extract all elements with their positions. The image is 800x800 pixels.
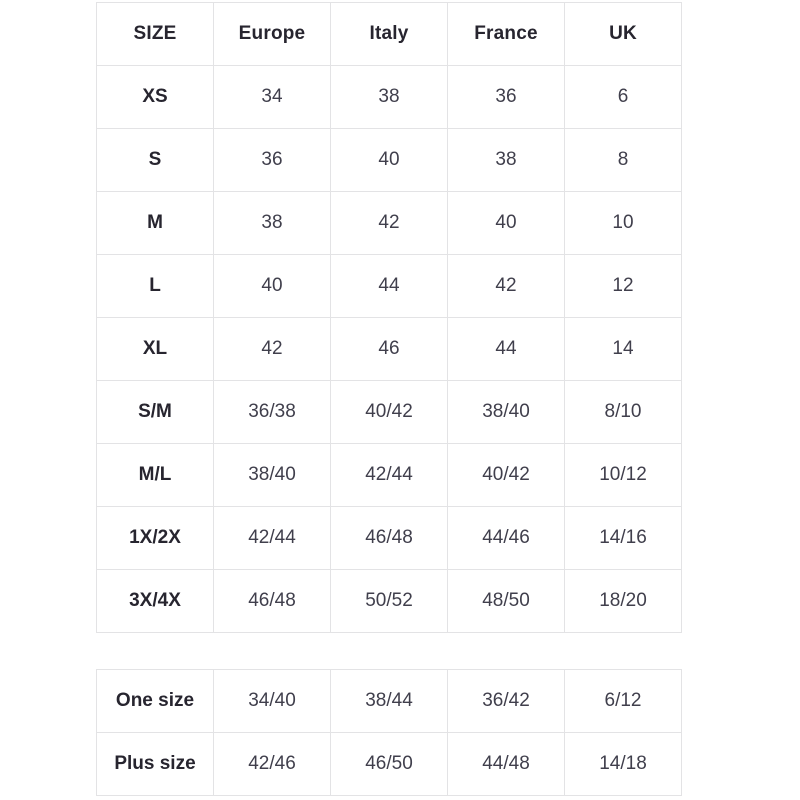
- header-row: SIZE Europe Italy France UK: [96, 2, 682, 66]
- table-row-l: L 40 44 42 12: [96, 254, 682, 318]
- size-value-cell: 14/18: [564, 732, 682, 796]
- size-value-cell: 10: [564, 191, 682, 255]
- size-label-cell: XS: [96, 65, 214, 129]
- size-table-body: XS 34 38 36 6 S 36 40 38 8 M 38 42 40 10: [96, 65, 682, 633]
- column-header-france: France: [447, 2, 565, 66]
- table-row-ml: M/L 38/40 42/44 40/42 10/12: [96, 443, 682, 507]
- size-value-cell: 46/48: [213, 569, 331, 633]
- size-value-cell: 44: [330, 254, 448, 318]
- size-value-cell: 38: [447, 128, 565, 192]
- table-row-xl: XL 42 46 44 14: [96, 317, 682, 381]
- size-value-cell: 40: [213, 254, 331, 318]
- size-value-cell: 44: [447, 317, 565, 381]
- size-value-cell: 46/48: [330, 506, 448, 570]
- size-value-cell: 42/44: [213, 506, 331, 570]
- size-value-cell: 38/40: [447, 380, 565, 444]
- size-value-cell: 38/40: [213, 443, 331, 507]
- table-row-one-size: One size 34/40 38/44 36/42 6/12: [96, 669, 682, 733]
- table-row-xs: XS 34 38 36 6: [96, 65, 682, 129]
- size-value-cell: 40/42: [447, 443, 565, 507]
- table-row-1x2x: 1X/2X 42/44 46/48 44/46 14/16: [96, 506, 682, 570]
- size-label-cell: S: [96, 128, 214, 192]
- size-table-header: SIZE Europe Italy France UK: [96, 2, 682, 66]
- table-row-sm: S/M 36/38 40/42 38/40 8/10: [96, 380, 682, 444]
- size-value-cell: 6/12: [564, 669, 682, 733]
- size-label-cell: One size: [96, 669, 214, 733]
- size-value-cell: 6: [564, 65, 682, 129]
- size-value-cell: 36: [447, 65, 565, 129]
- size-value-cell: 42/46: [213, 732, 331, 796]
- table-row-s: S 36 40 38 8: [96, 128, 682, 192]
- size-value-cell: 38: [213, 191, 331, 255]
- special-sizes-table: One size 34/40 38/44 36/42 6/12 Plus siz…: [96, 669, 682, 796]
- size-value-cell: 8/10: [564, 380, 682, 444]
- special-sizes-body: One size 34/40 38/44 36/42 6/12 Plus siz…: [96, 669, 682, 796]
- size-value-cell: 18/20: [564, 569, 682, 633]
- size-label-cell: L: [96, 254, 214, 318]
- size-value-cell: 14/16: [564, 506, 682, 570]
- size-value-cell: 40: [330, 128, 448, 192]
- size-value-cell: 50/52: [330, 569, 448, 633]
- size-value-cell: 46: [330, 317, 448, 381]
- table-row-m: M 38 42 40 10: [96, 191, 682, 255]
- size-value-cell: 38/44: [330, 669, 448, 733]
- size-value-cell: 40: [447, 191, 565, 255]
- size-label-cell: XL: [96, 317, 214, 381]
- column-header-size: SIZE: [96, 2, 214, 66]
- size-label-cell: S/M: [96, 380, 214, 444]
- size-value-cell: 40/42: [330, 380, 448, 444]
- size-value-cell: 36/38: [213, 380, 331, 444]
- column-header-italy: Italy: [330, 2, 448, 66]
- size-value-cell: 48/50: [447, 569, 565, 633]
- size-value-cell: 14: [564, 317, 682, 381]
- size-value-cell: 42: [213, 317, 331, 381]
- size-label-cell: M: [96, 191, 214, 255]
- size-value-cell: 44/46: [447, 506, 565, 570]
- column-header-uk: UK: [564, 2, 682, 66]
- table-row-3x4x: 3X/4X 46/48 50/52 48/50 18/20: [96, 569, 682, 633]
- column-header-europe: Europe: [213, 2, 331, 66]
- size-value-cell: 8: [564, 128, 682, 192]
- size-value-cell: 42/44: [330, 443, 448, 507]
- table-row-plus-size: Plus size 42/46 46/50 44/48 14/18: [96, 732, 682, 796]
- size-value-cell: 42: [330, 191, 448, 255]
- size-value-cell: 10/12: [564, 443, 682, 507]
- size-value-cell: 34/40: [213, 669, 331, 733]
- size-label-cell: Plus size: [96, 732, 214, 796]
- size-value-cell: 46/50: [330, 732, 448, 796]
- size-label-cell: 3X/4X: [96, 569, 214, 633]
- size-value-cell: 44/48: [447, 732, 565, 796]
- size-value-cell: 34: [213, 65, 331, 129]
- size-label-cell: M/L: [96, 443, 214, 507]
- size-value-cell: 38: [330, 65, 448, 129]
- size-value-cell: 12: [564, 254, 682, 318]
- size-value-cell: 36/42: [447, 669, 565, 733]
- size-conversion-table: SIZE Europe Italy France UK XS 34 38 36 …: [96, 2, 682, 633]
- size-value-cell: 36: [213, 128, 331, 192]
- size-value-cell: 42: [447, 254, 565, 318]
- size-label-cell: 1X/2X: [96, 506, 214, 570]
